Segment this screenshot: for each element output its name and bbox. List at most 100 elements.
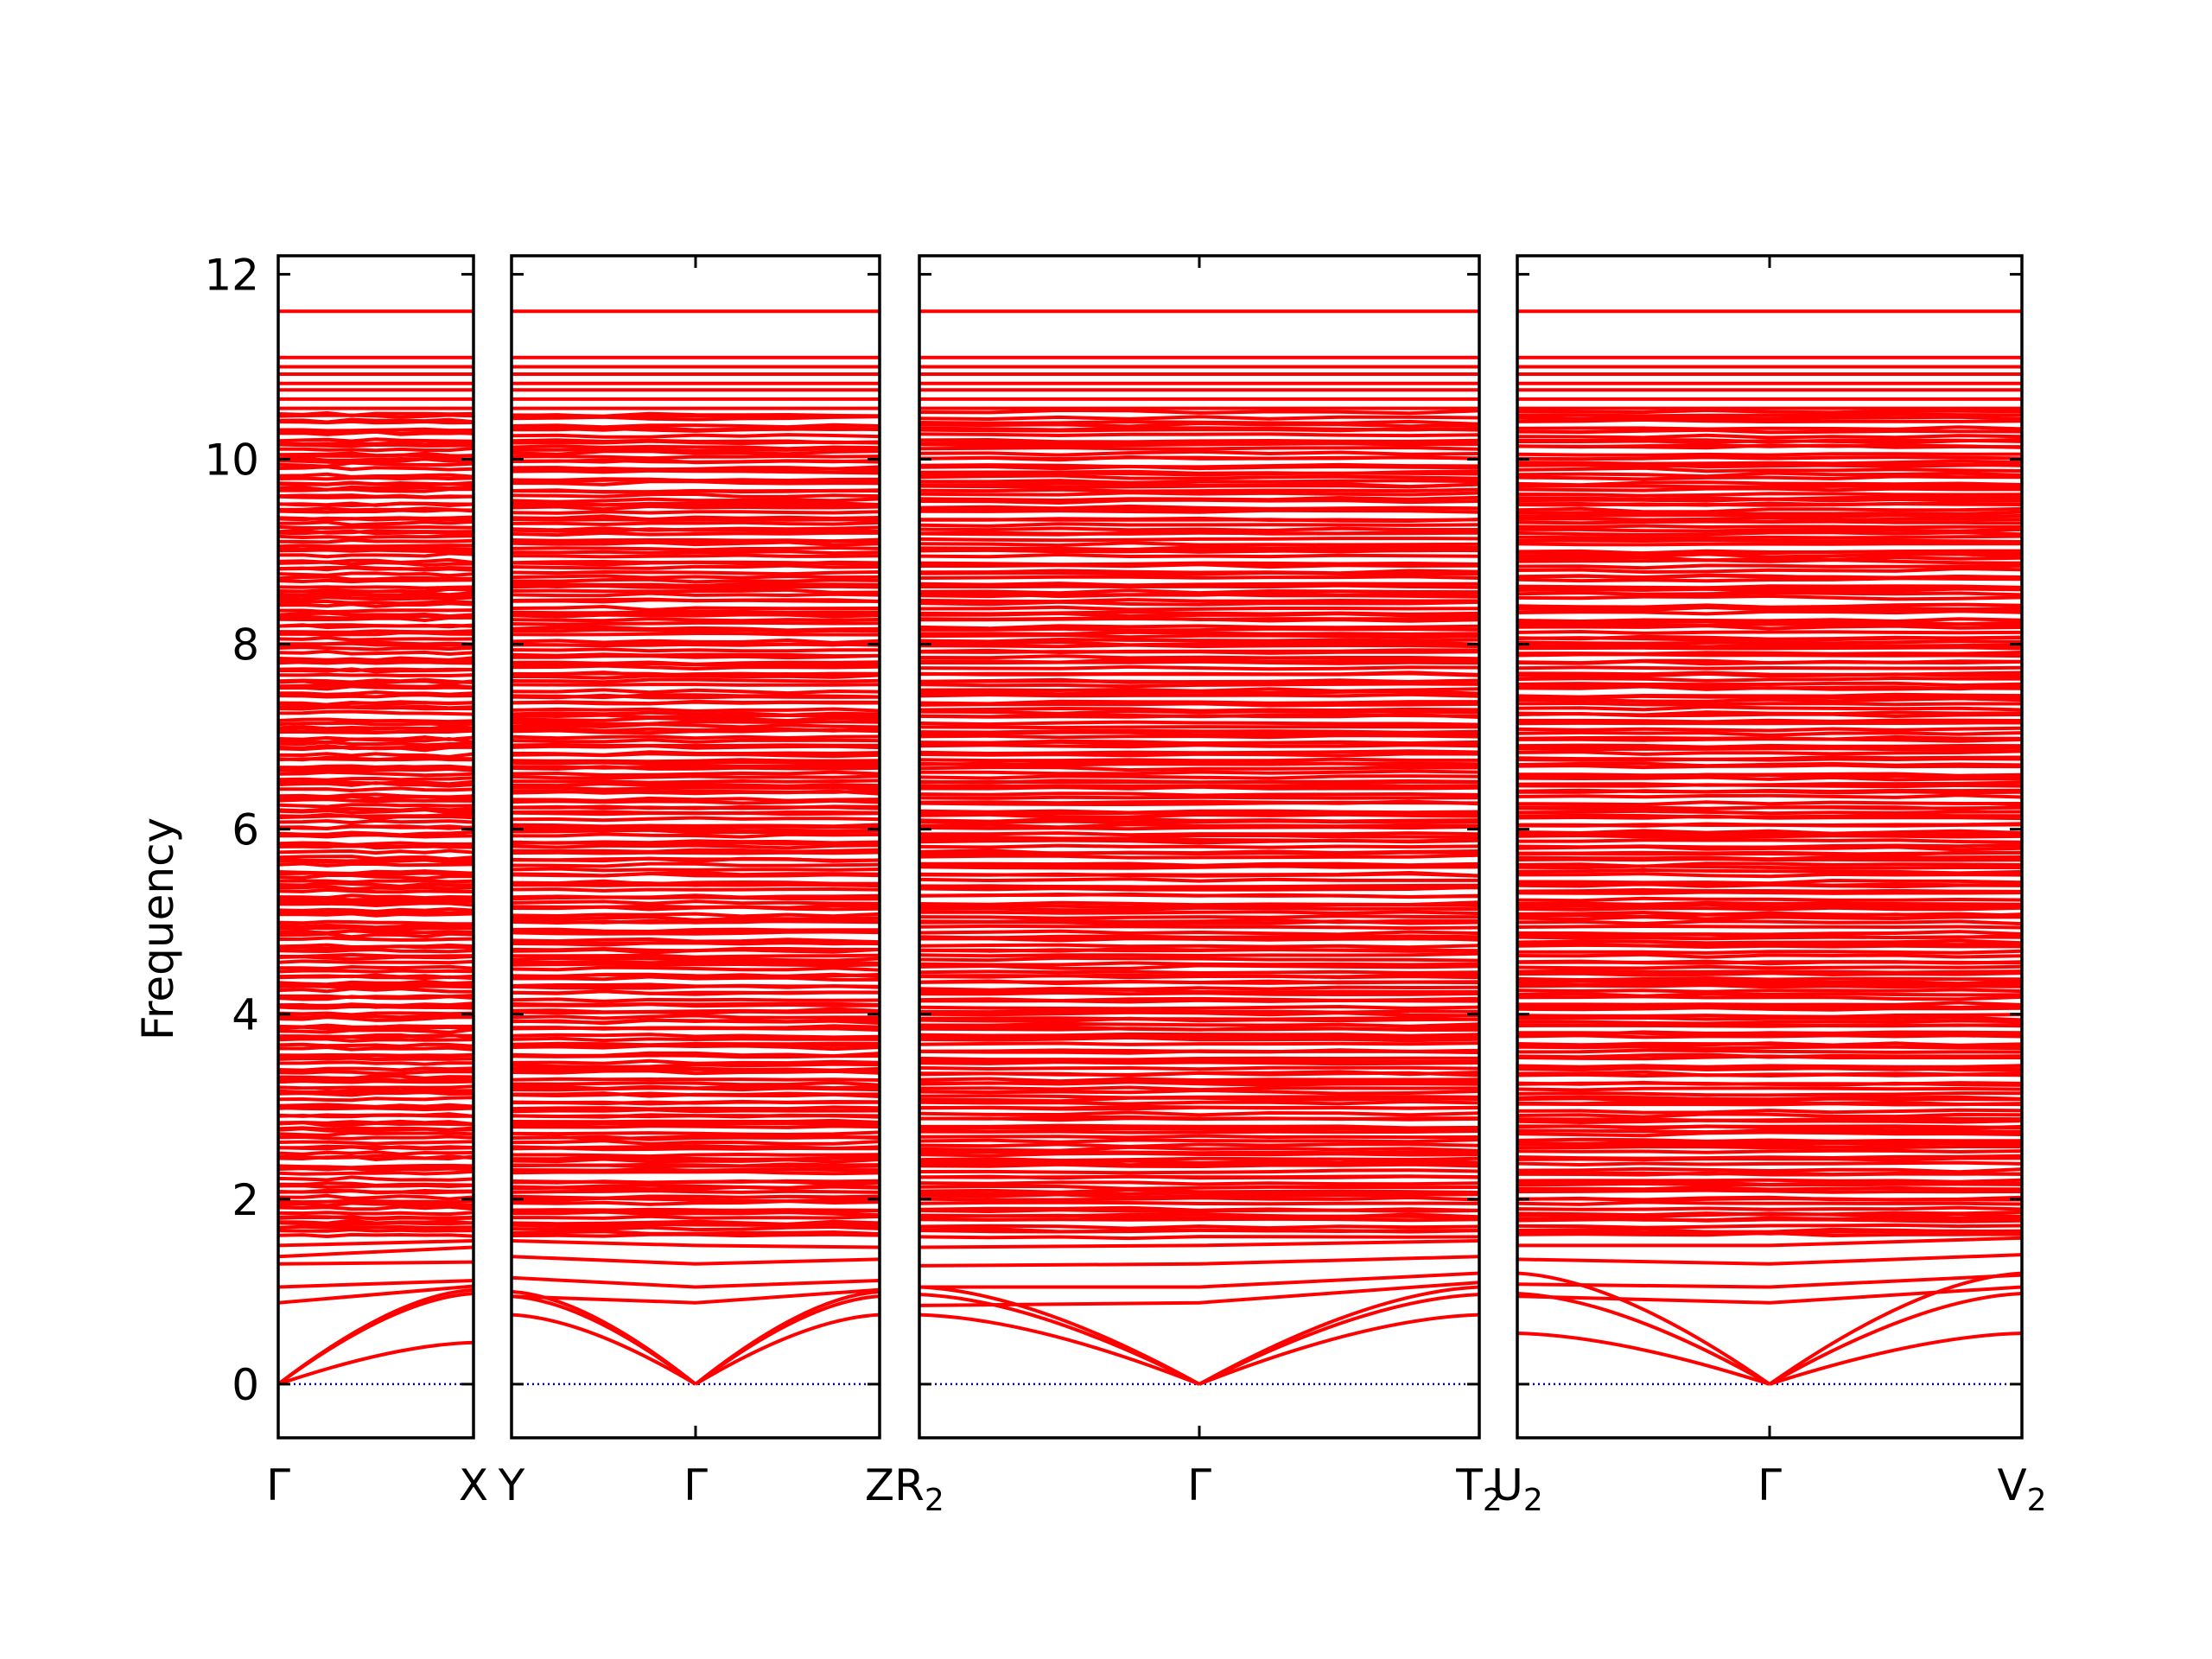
band-line [919, 1224, 1479, 1230]
band-line [919, 600, 1479, 607]
band-line [1517, 1137, 2022, 1143]
band-line [1517, 793, 2022, 799]
band-line [278, 1245, 474, 1259]
band-line [1517, 643, 2022, 649]
band-line [278, 441, 474, 447]
band-line [919, 1168, 1479, 1175]
band-line [278, 506, 474, 513]
band-line [278, 944, 474, 950]
band-line [919, 1021, 1479, 1028]
band-line [278, 565, 474, 572]
band-line [1517, 574, 2022, 580]
band-line [278, 1131, 474, 1137]
band-line [919, 979, 1479, 986]
band-line [278, 1169, 474, 1176]
band-line [919, 929, 1479, 937]
acoustic-branch [1517, 1332, 1770, 1386]
band-line [919, 474, 1479, 480]
band-line [1517, 878, 2022, 886]
band-line [1517, 692, 2022, 699]
band-line [1517, 868, 2022, 875]
band-line [919, 1188, 1479, 1194]
band-line [512, 438, 880, 445]
band-line [919, 522, 1479, 528]
band-line [278, 1084, 474, 1090]
band-line [919, 597, 1479, 604]
band-line [278, 1042, 474, 1048]
band-line [919, 677, 1479, 684]
band-line [1517, 576, 2022, 583]
band-line [1517, 624, 2022, 631]
band-line [512, 1077, 880, 1082]
band-line [512, 553, 880, 559]
band-line [278, 481, 474, 487]
band-line [919, 610, 1479, 616]
band-line [1517, 809, 2022, 816]
band-line [919, 849, 1479, 855]
band-line [278, 1211, 474, 1217]
band-line [919, 495, 1479, 503]
band-line [278, 1144, 474, 1151]
band-line [512, 1014, 880, 1020]
band-line [278, 1154, 474, 1160]
band-line [512, 796, 880, 803]
band-line [1517, 524, 2022, 530]
band-line [1517, 1227, 2022, 1234]
band-line [1517, 594, 2022, 601]
band-line [512, 617, 880, 623]
band-line [512, 899, 880, 906]
band-line [512, 1091, 880, 1098]
band-line [919, 951, 1479, 958]
band-line [919, 1008, 1479, 1014]
band-line [278, 546, 474, 551]
band-line [278, 899, 474, 905]
band-line [1517, 1081, 2022, 1087]
band-line [1517, 969, 2022, 975]
band-line [512, 1108, 880, 1114]
band-line [1517, 761, 2022, 768]
band-line [919, 588, 1479, 595]
band-line [278, 855, 474, 861]
band-line [512, 688, 880, 696]
band-line [919, 415, 1479, 422]
band-line [919, 1085, 1479, 1092]
band-line [1517, 772, 2022, 778]
band-line [512, 965, 880, 972]
band-line [919, 824, 1479, 831]
band-line [919, 692, 1479, 698]
band-line [1517, 1070, 2022, 1077]
band-line [278, 1066, 474, 1072]
band-line [1517, 843, 2022, 849]
band-line [919, 575, 1479, 580]
band-line [919, 1035, 1479, 1043]
acoustic-branch [694, 1313, 880, 1386]
band-line [512, 912, 880, 918]
band-line [1517, 605, 2022, 613]
band-line [512, 1084, 880, 1090]
band-line [512, 941, 880, 947]
band-line [1517, 645, 2022, 651]
band-line [278, 1205, 474, 1211]
band-line [919, 757, 1479, 763]
band-line [1517, 780, 2022, 787]
band-line [919, 1149, 1479, 1155]
band-line [278, 959, 474, 965]
band-line [1517, 1223, 2022, 1230]
band-line [919, 481, 1479, 489]
band-line [1517, 995, 2022, 1001]
band-line [278, 764, 474, 771]
band-line [919, 728, 1479, 734]
band-line [1517, 1124, 2022, 1130]
band-line [512, 620, 880, 626]
band-line [1517, 872, 2022, 879]
band-line [1517, 800, 2022, 807]
band-line [512, 1007, 880, 1014]
band-line [278, 1055, 474, 1061]
band-line [1517, 831, 2022, 837]
band-line [1517, 838, 2022, 844]
band-line [278, 1070, 474, 1076]
acoustic-branch [278, 1340, 474, 1386]
band-line [919, 583, 1479, 589]
band-line [512, 520, 880, 527]
band-line [919, 537, 1479, 543]
